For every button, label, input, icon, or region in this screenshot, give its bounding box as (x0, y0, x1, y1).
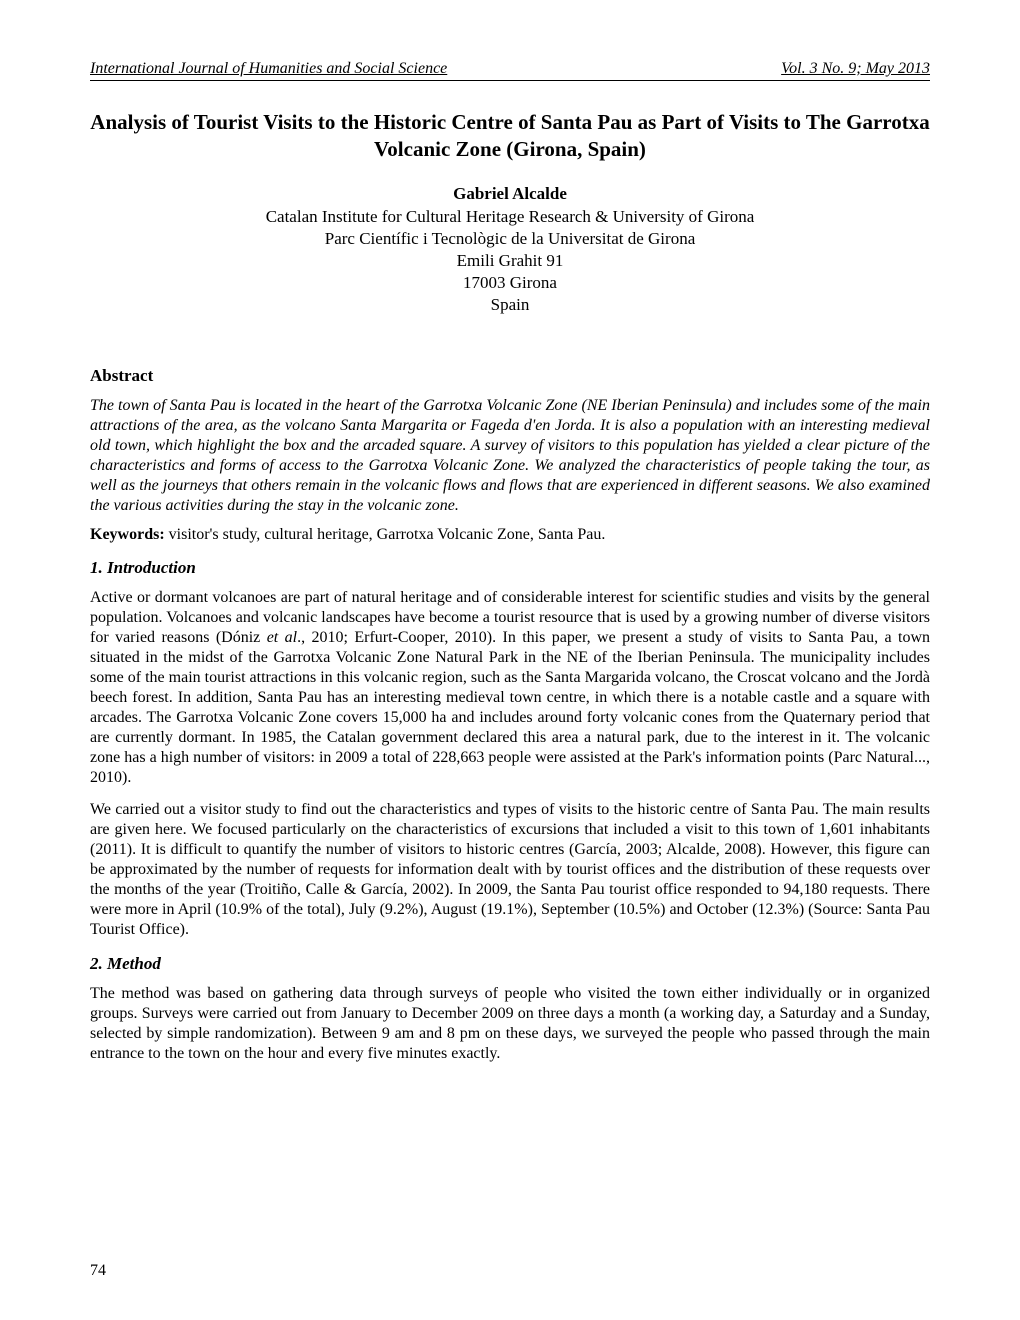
journal-name: International Journal of Humanities and … (90, 60, 447, 78)
affiliation-line: Emili Grahit 91 (457, 251, 564, 270)
affiliation-line: Spain (491, 295, 530, 314)
keywords-label: Keywords: (90, 526, 165, 543)
keywords-line: Keywords: visitor's study, cultural heri… (90, 526, 930, 544)
keywords-text: visitor's study, cultural heritage, Garr… (165, 526, 606, 543)
issue-info: Vol. 3 No. 9; May 2013 (781, 60, 930, 78)
introduction-heading: 1. Introduction (90, 558, 930, 578)
affiliation-line: Catalan Institute for Cultural Heritage … (266, 207, 755, 226)
paper-title: Analysis of Tourist Visits to the Histor… (90, 109, 930, 164)
author-name: Gabriel Alcalde (90, 184, 930, 204)
intro-text: ., 2010; Erfurt-Cooper, 2010). In this p… (90, 629, 930, 786)
running-header: International Journal of Humanities and … (90, 60, 930, 81)
abstract-heading: Abstract (90, 366, 930, 386)
author-affiliation: Catalan Institute for Cultural Heritage … (90, 206, 930, 316)
affiliation-line: 17003 Girona (463, 273, 557, 292)
intro-paragraph-2: We carried out a visitor study to find o… (90, 800, 930, 940)
method-heading: 2. Method (90, 954, 930, 974)
intro-paragraph-1: Active or dormant volcanoes are part of … (90, 588, 930, 788)
method-paragraph-1: The method was based on gathering data t… (90, 984, 930, 1064)
et-al-italic: et al (267, 629, 297, 646)
abstract-text: The town of Santa Pau is located in the … (90, 396, 930, 516)
affiliation-line: Parc Científic i Tecnològic de la Univer… (325, 229, 696, 248)
page-number: 74 (90, 1262, 106, 1280)
